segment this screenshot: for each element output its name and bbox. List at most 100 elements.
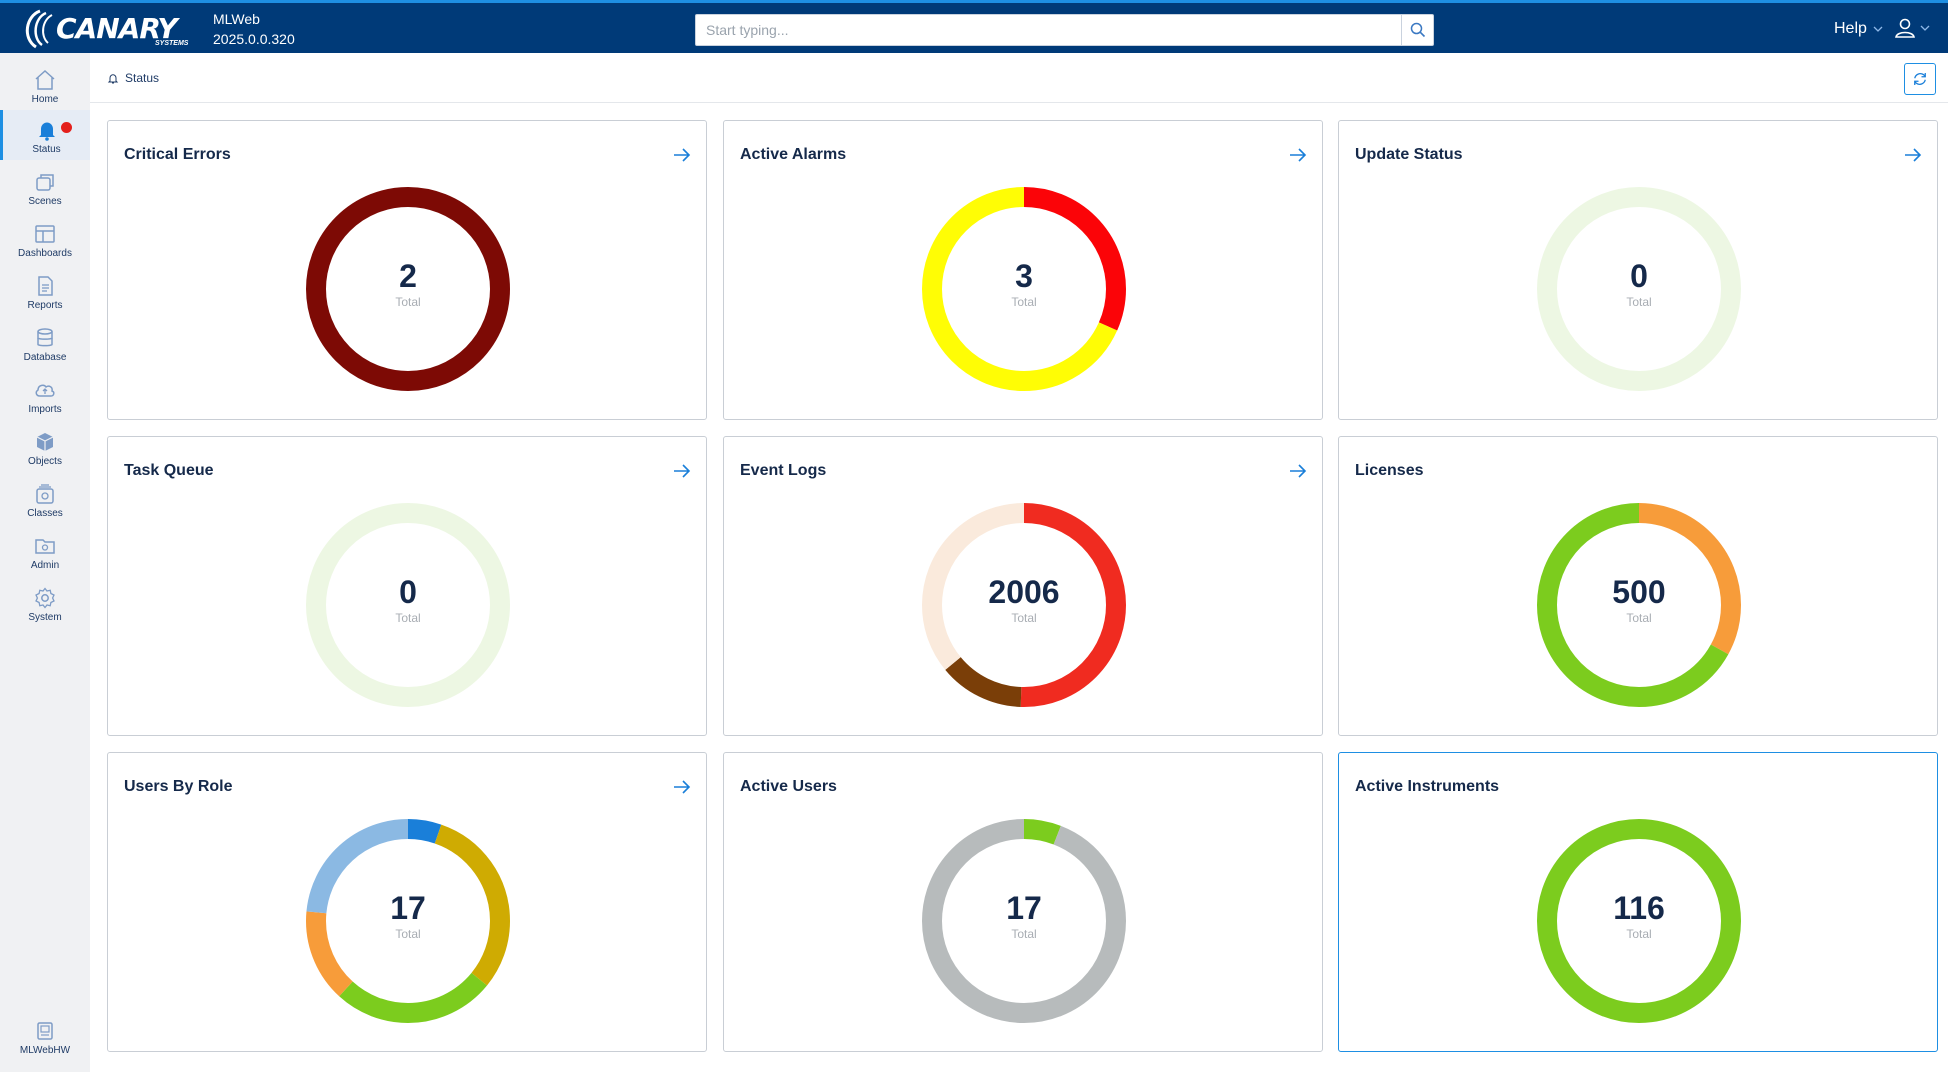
logo-text: CANARY [56,12,178,45]
sidebar-item-label: MLWebHW [19,1045,71,1056]
donut-segment[interactable] [1537,503,1741,707]
search-input[interactable] [696,15,1401,45]
sidebar-item-scenes[interactable]: Scenes [0,162,90,212]
search-icon [1410,22,1425,38]
user-menu[interactable] [1894,17,1930,39]
logo-subtext: SYSTEMS [155,40,189,47]
card-title: Licenses [1355,462,1424,479]
card-title: Users By Role [124,778,233,795]
donut-segment[interactable] [306,819,510,1023]
sidebar-item-label: Scenes [28,196,62,207]
breadcrumb-label: Status [125,71,160,85]
card-title: Update Status [1355,146,1463,163]
home-icon [35,69,55,90]
card-title: Event Logs [740,462,827,479]
donut-segment[interactable] [1537,819,1741,1023]
card-active-alarms[interactable]: Active Alarms 3 Total [723,120,1323,420]
donut-chart [922,187,1126,391]
donut-empty-ring [306,503,510,707]
refresh-button[interactable] [1904,63,1936,95]
sidebar-item-label: Database [23,352,67,363]
donut-segment[interactable] [306,819,510,1023]
bell-icon [38,122,55,141]
sidebar-item-imports[interactable]: Imports [0,370,90,420]
donut-segment[interactable] [922,187,1126,391]
sidebar-item-admin[interactable]: Admin [0,526,90,576]
donut-segment[interactable] [306,819,510,1023]
canary-logo[interactable]: CANARY SYSTEMS [18,8,198,50]
chevron-down-icon [1920,25,1930,31]
app-info: MLWeb 2025.0.0.320 [213,9,295,49]
gear-icon [35,587,55,609]
card-task-queue[interactable]: Task Queue 0 Total [107,436,707,736]
sidebar-item-dashboards[interactable]: Dashboards [0,214,90,264]
donut-chart [306,187,510,391]
card-title: Active Instruments [1355,778,1500,795]
arrow-right-icon[interactable] [1903,145,1923,165]
notification-dot [61,122,72,133]
hardware-icon [37,1022,53,1040]
card-active-instruments[interactable]: Active Instruments 116 Total [1338,752,1938,1052]
database-icon [37,328,53,347]
sidebar-item-label: System [28,612,62,623]
logo-arcs-icon [25,9,53,49]
donut-chart [1537,187,1741,391]
donut-chart [1537,503,1741,707]
app-name: MLWeb [213,11,260,27]
sidebar-item-label: Dashboards [18,248,72,259]
page-subheader: Status [90,53,1948,103]
card-critical-errors[interactable]: Critical Errors 2 Total [107,120,707,420]
card-title: Task Queue [124,462,214,479]
help-label: Help [1834,20,1867,37]
sidebar-item-system[interactable]: System [0,578,90,628]
refresh-icon [1914,73,1926,85]
donut-chart [306,503,510,707]
app-version: 2025.0.0.320 [213,31,295,47]
sidebar-item-label: Admin [30,560,60,571]
search-bar [695,14,1434,46]
arrow-right-icon[interactable] [1288,145,1308,165]
report-icon [38,276,53,296]
sidebar-item-label: Objects [28,456,62,467]
donut-chart [922,819,1126,1023]
sidebar-item-label: Home [31,94,59,105]
sidebar-item-label: Classes [27,508,63,519]
card-active-users[interactable]: Active Users 17 Total [723,752,1323,1052]
admin-folder-icon [35,539,55,554]
card-licenses[interactable]: Licenses 500 Total [1338,436,1938,736]
card-update-status[interactable]: Update Status 0 Total [1338,120,1938,420]
classes-icon [36,484,54,504]
sidebar-item-objects[interactable]: Objects [0,422,90,472]
donut-segment[interactable] [922,503,1126,707]
donut-chart [1537,819,1741,1023]
sidebar: Home Status Scenes Dashboards Reports Da… [0,53,90,1072]
chevron-down-icon [1873,26,1883,32]
breadcrumb: Status [107,71,159,85]
sidebar-item-label: Imports [28,404,62,415]
arrow-right-icon[interactable] [1288,461,1308,481]
arrow-right-icon[interactable] [672,461,692,481]
arrow-right-icon[interactable] [672,777,692,797]
sidebar-item-status[interactable]: Status [0,110,90,160]
donut-segment[interactable] [922,819,1126,1023]
sidebar-item-database[interactable]: Database [0,318,90,368]
cube-icon [36,433,54,451]
card-title: Active Users [740,778,837,795]
sidebar-item-classes[interactable]: Classes [0,474,90,524]
donut-chart [922,503,1126,707]
donut-segment[interactable] [306,819,510,1023]
donut-empty-ring [1537,187,1741,391]
sidebar-item-mlwebhw[interactable]: MLWebHW [0,1011,90,1061]
arrow-right-icon[interactable] [672,145,692,165]
top-bar: CANARY SYSTEMS MLWeb 2025.0.0.320 Help [0,0,1948,53]
cloud-upload-icon [35,384,55,397]
donut-segment[interactable] [306,187,510,391]
card-event-logs[interactable]: Event Logs 2006 Total [723,436,1323,736]
sidebar-item-label: Reports [27,300,63,311]
search-button[interactable] [1401,15,1433,45]
card-users-by-role[interactable]: Users By Role 17 Total [107,752,707,1052]
dashboard-icon [35,225,55,243]
sidebar-item-reports[interactable]: Reports [0,266,90,316]
help-menu[interactable]: Help [1834,20,1883,38]
sidebar-item-home[interactable]: Home [0,60,90,110]
